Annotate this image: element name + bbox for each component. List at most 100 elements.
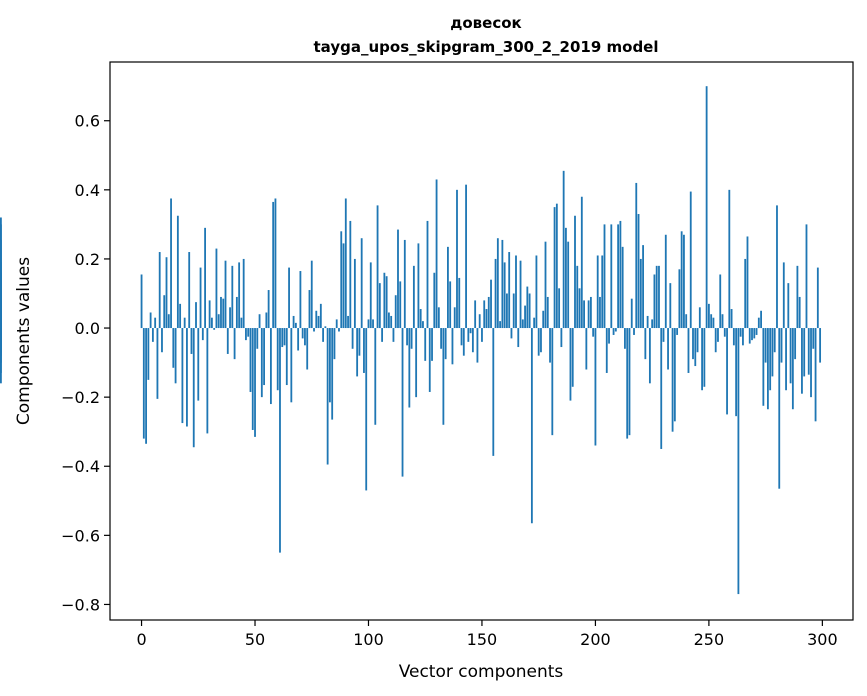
bar-245 [696, 328, 699, 353]
bar-37 [224, 260, 227, 329]
bar-93 [351, 328, 354, 349]
bar-292 [803, 328, 806, 377]
bar-179 [546, 296, 549, 329]
bar-225 [651, 319, 654, 329]
bar-13 [170, 198, 172, 329]
bar-199 [592, 328, 595, 337]
bar-66 [290, 328, 293, 403]
bar-217 [633, 328, 635, 335]
bar-16 [176, 215, 179, 329]
bar-138 [453, 307, 456, 329]
bar-45 [242, 258, 245, 329]
bar-7 [156, 328, 159, 399]
bar-174 [535, 255, 538, 329]
chart-title: довесок [450, 14, 521, 32]
bar-207 [610, 224, 613, 329]
y-tick-label-4: 0.0 [75, 319, 100, 338]
bar-265 [742, 328, 744, 346]
bar-232 [667, 328, 669, 370]
bar-259 [728, 189, 731, 329]
bar-263 [737, 328, 740, 595]
bar-184 [558, 288, 561, 329]
bar-200 [594, 328, 597, 446]
bar-113 [397, 229, 399, 329]
bar-155 [492, 328, 495, 456]
bar-68 [294, 322, 297, 329]
bar-56 [267, 290, 270, 329]
bar-176 [540, 328, 542, 353]
bar-10 [163, 295, 166, 329]
bar-185 [560, 328, 563, 348]
bar-58 [272, 201, 275, 329]
bar-52 [258, 314, 261, 329]
y-tick-label-6: 0.4 [75, 181, 100, 200]
bar-229 [660, 328, 663, 449]
bar-110 [390, 315, 393, 329]
bar-158 [499, 321, 502, 329]
bar-187 [565, 227, 567, 329]
bar-112 [394, 295, 397, 329]
y-tick-label-5: 0.2 [75, 250, 100, 269]
y-axis-label: Components values [14, 257, 34, 425]
bar-279 [773, 328, 776, 353]
bar-201 [596, 255, 599, 329]
bar-36 [222, 298, 225, 329]
bar-262 [735, 328, 738, 417]
bar-203 [601, 255, 604, 329]
bar-186 [562, 170, 565, 329]
bar-132 [440, 328, 443, 349]
bar-96 [358, 328, 361, 356]
bar-253 [714, 328, 717, 353]
bar-147 [474, 300, 477, 329]
bar-148 [476, 328, 479, 363]
y-tick-label-0: −0.8 [61, 595, 100, 614]
bar-282 [780, 328, 783, 363]
bar-149 [478, 314, 481, 329]
x-tick-label-3: 150 [467, 630, 498, 649]
bar-299 [819, 328, 822, 363]
bar-60 [276, 328, 279, 391]
bar-226 [653, 274, 656, 329]
bar-293 [805, 224, 808, 329]
bar-213 [624, 328, 626, 349]
bar-77 [315, 310, 318, 329]
bar-101 [369, 262, 372, 329]
bar-41 [233, 328, 236, 360]
bar-197 [587, 300, 590, 329]
bar-256 [721, 314, 724, 329]
bar-275 [764, 328, 767, 363]
bar-102 [372, 319, 374, 329]
bar-71 [301, 328, 304, 339]
bar-241 [687, 328, 690, 373]
bar-63 [283, 328, 286, 346]
bar-224 [648, 328, 651, 384]
bar-44 [240, 317, 243, 329]
bar-15 [174, 328, 177, 384]
bar-133 [442, 328, 445, 425]
bar-171 [528, 293, 531, 329]
bar-146 [471, 328, 474, 353]
bar-238 [680, 231, 683, 329]
bar-276 [766, 328, 769, 410]
bar-97 [360, 238, 363, 329]
y-tick-label-7: 0.6 [75, 112, 100, 131]
bar-210 [617, 224, 620, 329]
bar-43 [238, 262, 241, 329]
bar-252 [712, 317, 715, 329]
bar-272 [757, 317, 760, 329]
bar-190 [571, 328, 574, 387]
bar-70 [299, 271, 302, 329]
bar-170 [526, 286, 529, 329]
bar-34 [217, 314, 220, 329]
bar-22 [190, 328, 193, 354]
bar-117 [406, 328, 408, 346]
bar-81 [324, 326, 327, 329]
bar-116 [403, 239, 406, 329]
bar-230 [662, 328, 665, 342]
bar-165 [515, 255, 517, 329]
bar-26 [199, 267, 202, 329]
bar-30 [208, 300, 211, 329]
bar-69 [297, 328, 300, 351]
bar-11 [165, 257, 168, 329]
bar-78 [317, 315, 320, 329]
